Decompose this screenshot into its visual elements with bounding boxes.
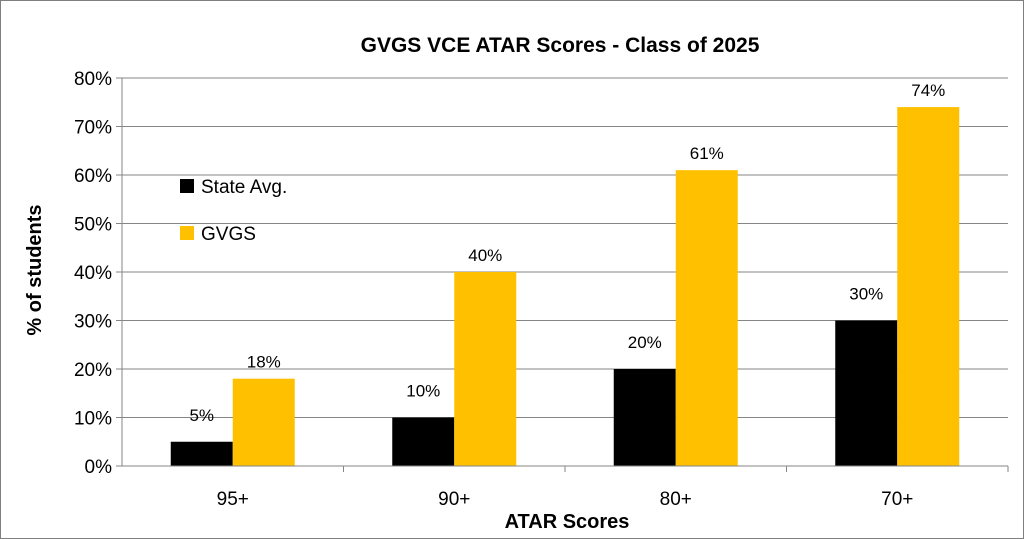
y-tick-label: 0% (85, 457, 113, 478)
legend: State Avg. GVGS (180, 177, 287, 245)
y-tick-label: 60% (74, 166, 112, 187)
bars-group (170, 107, 960, 466)
y-tick-label: 70% (74, 118, 112, 139)
x-tick-labels: 95+ 90+ 80+ 70+ (217, 489, 914, 510)
x-tick-label: 95+ (217, 489, 249, 510)
bar-gvgs-3 (897, 107, 960, 466)
x-tick-label: 80+ (660, 489, 692, 510)
data-label: 40% (468, 246, 502, 265)
x-tick-label: 70+ (881, 489, 913, 510)
bar-gvgs-0 (232, 378, 295, 466)
y-tick-label: 80% (74, 69, 112, 90)
data-label: 18% (247, 353, 281, 372)
data-label: 30% (849, 285, 883, 304)
chart-title: GVGS VCE ATAR Scores - Class of 2025 (361, 34, 760, 57)
bar-state-avg-0 (170, 441, 233, 466)
y-tick-labels: 0% 10% 20% 30% 40% 50% 60% 70% 80% (74, 69, 112, 478)
y-tick-label: 10% (74, 409, 112, 430)
bar-state-avg-2 (613, 369, 676, 466)
y-axis-title: % of students (24, 204, 46, 335)
legend-swatch (180, 226, 194, 240)
data-label: 10% (406, 382, 440, 401)
data-label: 5% (189, 406, 214, 425)
data-label: 61% (690, 144, 724, 163)
x-tick-label: 90+ (438, 489, 470, 510)
data-labels: 5% 18% 10% 40% 20% 61% 30% 74% (189, 81, 945, 425)
bar-state-avg-1 (392, 417, 455, 466)
bar-gvgs-1 (454, 272, 517, 466)
data-label: 74% (911, 81, 945, 100)
legend-label: State Avg. (201, 177, 287, 198)
y-tick-label: 20% (74, 360, 112, 381)
bar-state-avg-3 (835, 320, 898, 466)
bar-gvgs-2 (675, 170, 738, 466)
data-label: 20% (628, 333, 662, 352)
x-axis-title: ATAR Scores (505, 511, 630, 533)
y-tick-label: 30% (74, 312, 112, 333)
axes-group (116, 77, 1009, 472)
legend-label: GVGS (201, 224, 256, 245)
y-tick-label: 40% (74, 263, 112, 284)
y-tick-label: 50% (74, 215, 112, 236)
legend-swatch (180, 179, 194, 193)
